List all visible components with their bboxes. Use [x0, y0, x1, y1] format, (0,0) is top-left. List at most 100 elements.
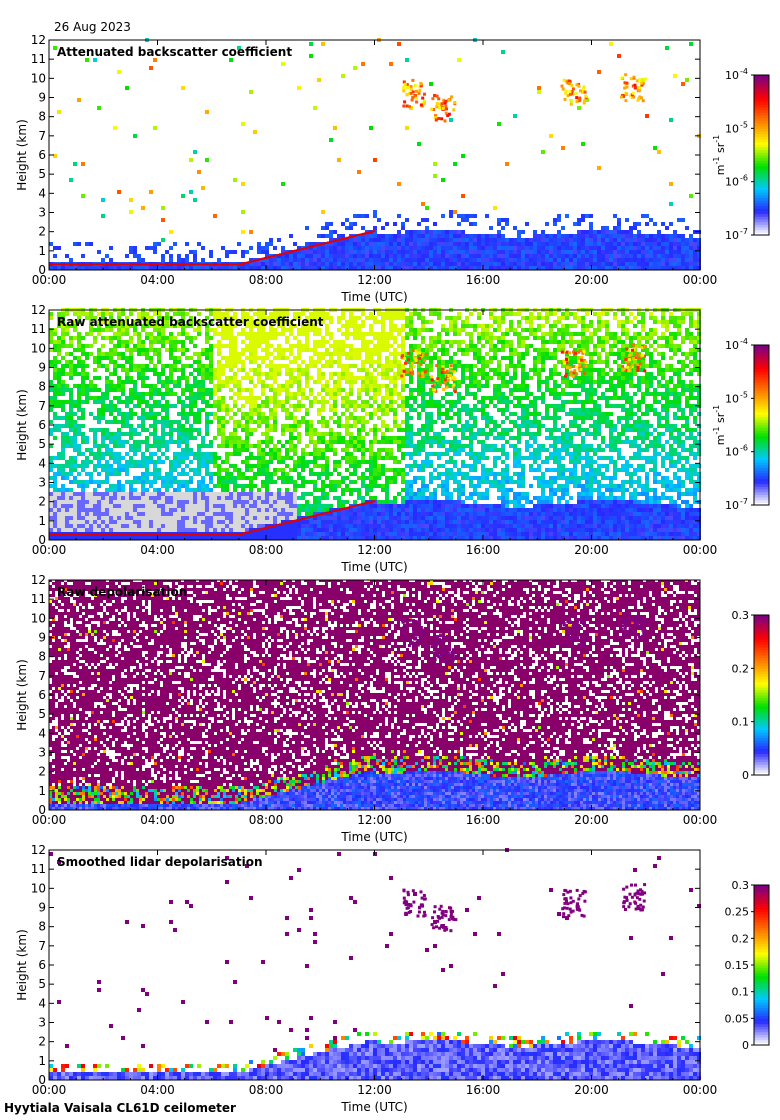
heatmap-cell	[205, 372, 209, 376]
cloud-cell	[575, 83, 579, 87]
heatmap-cell	[49, 360, 53, 364]
heatmap-cell	[61, 320, 65, 324]
heatmap-cell	[213, 328, 217, 332]
heatmap-cell	[129, 496, 133, 500]
heatmap-cell	[73, 444, 77, 448]
heatmap-cell	[157, 332, 161, 336]
heatmap-cell	[149, 520, 153, 524]
heatmap-cell	[201, 504, 205, 508]
heatmap-cell	[489, 262, 493, 266]
heatmap-cell	[149, 512, 153, 516]
heatmap-cell	[69, 520, 73, 524]
heatmap-cell	[233, 178, 237, 182]
heatmap-cell	[309, 532, 313, 536]
heatmap-cell	[193, 368, 197, 372]
boundary-layer-cell	[116, 263, 120, 266]
heatmap-cell	[61, 424, 65, 428]
heatmap-cell	[341, 74, 345, 78]
heatmap-cell	[73, 536, 77, 540]
heatmap-cell	[645, 234, 649, 238]
heatmap-cell	[89, 460, 93, 464]
heatmap-cell	[73, 384, 77, 388]
heatmap-cell	[457, 238, 461, 242]
heatmap-cell	[125, 464, 129, 468]
heatmap-cell	[277, 316, 281, 320]
heatmap-cell	[193, 536, 197, 540]
heatmap-cell	[645, 246, 649, 250]
heatmap-cell	[253, 368, 257, 372]
heatmap-cell	[317, 372, 321, 376]
heatmap-cell	[153, 372, 157, 376]
heatmap-cell	[85, 436, 89, 440]
heatmap-cell	[401, 262, 405, 266]
heatmap-cell	[521, 230, 525, 234]
heatmap-cell	[369, 258, 373, 262]
heatmap-cell	[165, 500, 169, 504]
heatmap-cell	[313, 364, 317, 368]
heatmap-cell	[141, 416, 145, 420]
heatmap-cell	[353, 516, 357, 520]
heatmap-cell	[345, 420, 349, 424]
heatmap-cell	[485, 258, 489, 262]
heatmap-cell	[645, 254, 649, 258]
heatmap-cell	[197, 460, 201, 464]
heatmap-cell	[581, 266, 585, 270]
heatmap-cell	[617, 258, 621, 262]
heatmap-cell	[133, 266, 137, 270]
heatmap-cell	[257, 364, 261, 368]
heatmap-cell	[277, 404, 281, 408]
boundary-layer-cell	[224, 263, 228, 266]
heatmap-cell	[249, 392, 253, 396]
heatmap-cell	[669, 202, 673, 206]
heatmap-cell	[669, 182, 673, 186]
heatmap-cell	[317, 262, 321, 266]
heatmap-cell	[253, 484, 257, 488]
heatmap-cell	[185, 404, 189, 408]
heatmap-cell	[173, 348, 177, 352]
heatmap-cell	[269, 352, 273, 356]
heatmap-cell	[153, 352, 157, 356]
heatmap-cell	[249, 400, 253, 404]
heatmap-cell	[413, 246, 417, 250]
heatmap-cell	[81, 464, 85, 468]
heatmap-cell	[177, 266, 181, 270]
heatmap-cell	[293, 496, 297, 500]
heatmap-cell	[409, 266, 413, 270]
heatmap-cell	[493, 234, 497, 238]
heatmap-cell	[181, 320, 185, 324]
heatmap-cell	[221, 484, 225, 488]
heatmap-cell	[73, 336, 77, 340]
heatmap-cell	[505, 222, 509, 226]
heatmap-cell	[249, 528, 253, 532]
heatmap-cell	[181, 312, 185, 316]
cloud-cell	[418, 89, 422, 93]
heatmap-cell	[129, 250, 133, 254]
heatmap-cell	[233, 352, 237, 356]
heatmap-cell	[193, 266, 197, 270]
heatmap-cell	[273, 404, 277, 408]
heatmap-cell	[153, 266, 157, 270]
heatmap-cell	[305, 380, 309, 384]
heatmap-cell	[241, 412, 245, 416]
heatmap-cell	[345, 424, 349, 428]
heatmap-cell	[589, 222, 593, 226]
heatmap-cell	[101, 328, 105, 332]
heatmap-cell	[161, 516, 165, 520]
heatmap-cell	[317, 524, 321, 528]
heatmap-cell	[457, 58, 461, 62]
cloud-cell	[561, 87, 565, 91]
heatmap-cell	[129, 456, 133, 460]
cloud-cell	[631, 91, 635, 95]
heatmap-cell	[293, 528, 297, 532]
heatmap-cell	[49, 464, 53, 468]
heatmap-cell	[129, 504, 133, 508]
heatmap-cell	[573, 222, 577, 226]
heatmap-cell	[425, 206, 429, 210]
heatmap-cell	[221, 536, 225, 540]
heatmap-cell	[289, 476, 293, 480]
heatmap-cell	[669, 234, 673, 238]
heatmap-cell	[557, 242, 561, 246]
heatmap-cell	[369, 266, 373, 270]
heatmap-cell	[473, 234, 477, 238]
heatmap-cell	[153, 424, 157, 428]
